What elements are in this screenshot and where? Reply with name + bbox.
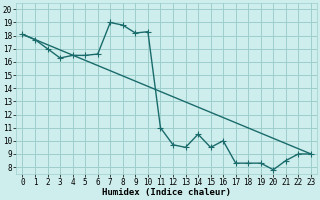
- X-axis label: Humidex (Indice chaleur): Humidex (Indice chaleur): [102, 188, 231, 197]
